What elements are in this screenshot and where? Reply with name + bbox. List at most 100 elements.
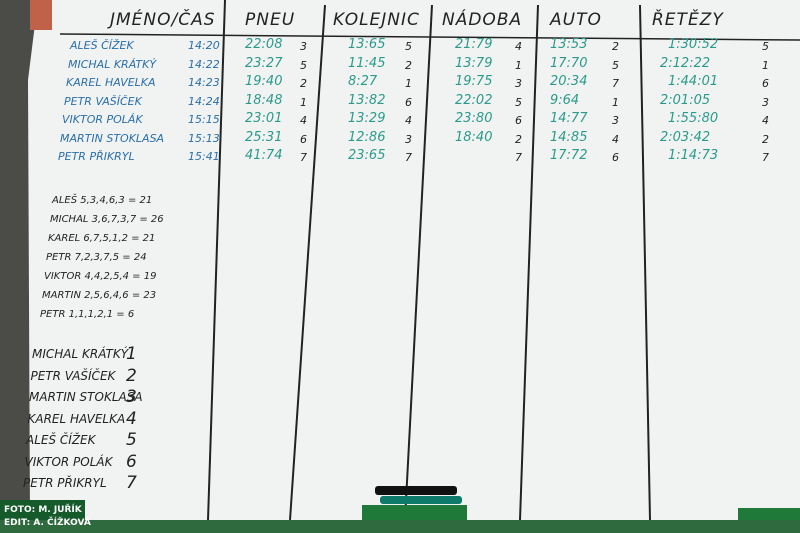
result-time: 13:65	[348, 37, 386, 52]
result-time: 2:01:05	[660, 92, 711, 108]
result-rank: 5	[762, 40, 769, 53]
result-rank: 5	[515, 95, 522, 109]
result-time: 2:03:42	[660, 129, 711, 145]
result-rank: 6	[612, 151, 619, 164]
participant-name: MARTIN STOKLASA	[60, 131, 165, 145]
points-sum: MICHAL 3,6,7,3,7 = 26	[50, 214, 164, 225]
participant-name: MICHAL KRÁTKÝ	[68, 57, 157, 71]
final-place: 6	[126, 451, 137, 472]
result-rank: 6	[300, 132, 307, 146]
result-rank: 2	[612, 40, 619, 53]
result-rank: 3	[405, 132, 412, 146]
result-time: 11:45	[348, 55, 386, 71]
result-rank: 3	[515, 77, 522, 90]
final-place: 4	[126, 408, 137, 429]
result-rank: 7	[612, 77, 619, 90]
participant-name: PETR VAŠÍČEK	[64, 94, 142, 108]
result-time: 13:79	[455, 55, 493, 71]
start-time: 14:22	[188, 57, 220, 71]
points-sum: PETR 7,2,3,7,5 = 24	[46, 252, 147, 263]
result-time: 21:79	[455, 37, 493, 52]
result-time: 19:40	[245, 74, 283, 89]
result-time: 9:64	[550, 92, 580, 108]
result-rank: 4	[515, 40, 522, 53]
column-header: AUTO	[550, 10, 602, 30]
result-time: 13:29	[348, 111, 386, 126]
result-time: 13:82	[348, 92, 386, 108]
start-time: 15:41	[188, 150, 220, 163]
result-rank: 4	[612, 132, 619, 146]
points-sum: PETR 1,1,1,2,1 = 6	[40, 309, 135, 320]
participant-name: KAREL HAVELKA	[66, 76, 156, 89]
participant-name: VIKTOR POLÁK	[62, 113, 143, 126]
result-time: 1:55:80	[668, 111, 719, 126]
final-name: MICHAL KRÁTKÝ	[32, 347, 129, 361]
start-time: 15:13	[188, 131, 220, 145]
result-time: 1:30:52	[668, 37, 719, 52]
final-place: 1	[126, 344, 137, 364]
result-rank: 4	[762, 114, 769, 127]
final-name: MARTIN STOKLASA	[29, 390, 143, 404]
column-header: PNEU	[245, 10, 296, 30]
final-name: PETR PŘIKRYL	[23, 476, 107, 490]
result-rank: 6	[405, 95, 412, 109]
result-rank: 1	[612, 95, 619, 109]
result-time: 25:31	[245, 129, 283, 145]
final-place: 2	[126, 365, 137, 386]
start-time: 14:24	[188, 94, 220, 108]
result-rank: 2	[405, 58, 412, 72]
result-time: 14:77	[550, 111, 588, 126]
points-sum: KAREL 6,7,5,1,2 = 21	[48, 233, 156, 244]
column-header: NÁDOBA	[442, 10, 523, 30]
column-header: KOLEJNIC	[333, 10, 420, 30]
final-name: PETR VAŠÍČEK	[30, 368, 116, 383]
result-time: 17:70	[550, 55, 588, 71]
result-rank: 3	[612, 114, 619, 127]
result-time: 19:75	[455, 74, 493, 89]
result-time: 23:27	[245, 55, 283, 71]
result-time: 20:34	[550, 74, 588, 89]
result-rank: 6	[515, 114, 522, 127]
result-time: 22:08	[245, 37, 283, 52]
final-name: ALEŠ ČÍŽEK	[26, 433, 96, 447]
final-place: 3	[126, 387, 137, 407]
result-rank: 1	[300, 95, 307, 109]
result-rank: 2	[762, 132, 769, 146]
result-rank: 3	[762, 95, 769, 109]
result-time: 23:01	[245, 111, 283, 126]
participant-name: ALEŠ ČÍŽEK	[70, 39, 134, 52]
column-header: JMÉNO/ČAS	[110, 10, 216, 30]
photo-credit: FOTO: M. JUŘÍK	[4, 505, 82, 515]
result-time: 18:40	[455, 129, 493, 145]
result-rank: 4	[405, 114, 412, 127]
result-time: 18:48	[245, 92, 283, 108]
start-time: 14:23	[188, 76, 220, 89]
result-rank: 7	[762, 151, 769, 164]
result-time: 22:02	[455, 92, 493, 108]
final-place: 5	[126, 430, 137, 450]
result-rank: 5	[405, 40, 412, 53]
result-time: 17:72	[550, 148, 588, 163]
final-name: KAREL HAVELKA	[27, 411, 126, 426]
result-time: 23:65	[348, 148, 386, 163]
result-time: 13:53	[550, 37, 588, 52]
points-sum: MARTIN 2,5,6,4,6 = 23	[42, 290, 157, 301]
column-header: ŘETĚZY	[652, 10, 724, 30]
result-time: 14:85	[550, 129, 588, 145]
result-time: 41:74	[245, 148, 283, 163]
result-rank: 2	[515, 132, 522, 146]
result-rank: 1	[762, 58, 769, 72]
result-time: 1:44:01	[668, 74, 719, 89]
result-time: 2:12:22	[660, 55, 711, 71]
points-sum: VIKTOR 4,4,2,5,4 = 19	[44, 271, 157, 282]
result-time: 1:14:73	[668, 148, 719, 163]
result-rank: 7	[405, 151, 412, 164]
photo-credit: EDIT: A. ČÍŽKOVÁ	[4, 518, 91, 528]
result-rank: 5	[612, 58, 619, 72]
result-rank: 7	[300, 151, 307, 164]
result-rank: 2	[300, 77, 307, 90]
start-time: 14:20	[188, 39, 220, 52]
result-rank: 6	[762, 77, 769, 90]
